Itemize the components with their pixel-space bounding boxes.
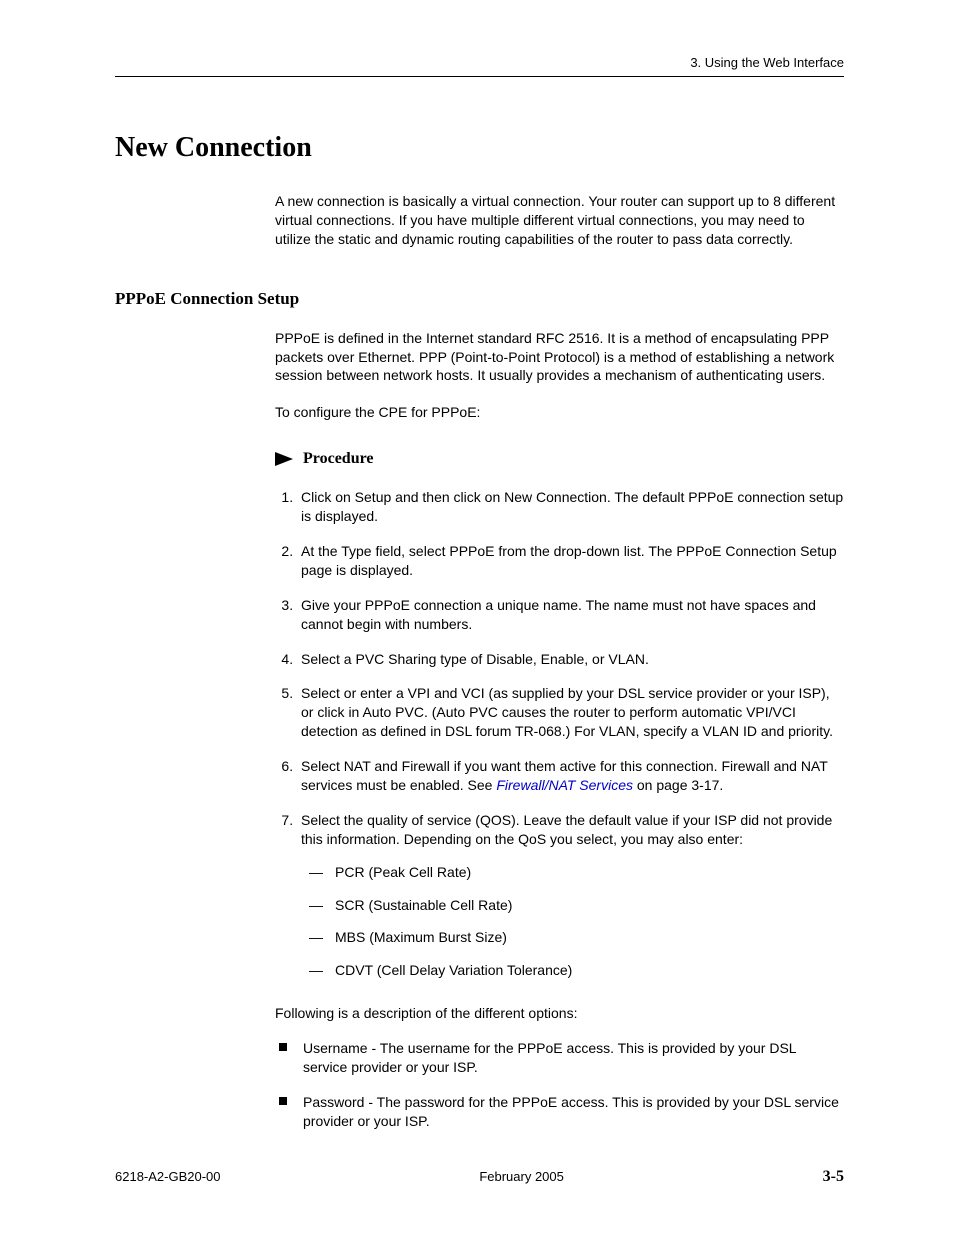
page-title: New Connection [115, 132, 844, 164]
qos-sublist: PCR (Peak Cell Rate) SCR (Sustainable Ce… [301, 863, 844, 981]
options-intro: Following is a description of the differ… [275, 1004, 844, 1023]
step-3: Give your PPPoE connection a unique name… [297, 596, 844, 634]
option-password: Password - The password for the PPPoE ac… [275, 1093, 844, 1131]
arrow-right-icon [275, 452, 293, 466]
footer-docnum: 6218-A2-GB20-00 [115, 1169, 221, 1184]
procedure-heading: Procedure [275, 450, 844, 468]
qos-pcr: PCR (Peak Cell Rate) [305, 863, 844, 882]
qos-mbs: MBS (Maximum Burst Size) [305, 928, 844, 947]
qos-scr: SCR (Sustainable Cell Rate) [305, 896, 844, 915]
step-7: Select the quality of service (QOS). Lea… [297, 811, 844, 980]
step-4: Select a PVC Sharing type of Disable, En… [297, 650, 844, 669]
qos-cdvt: CDVT (Cell Delay Variation Tolerance) [305, 961, 844, 980]
pppoe-description: PPPoE is defined in the Internet standar… [275, 329, 844, 386]
page-footer: 6218-A2-GB20-00 February 2005 3-5 [115, 1168, 844, 1186]
footer-date: February 2005 [479, 1169, 564, 1184]
step-6-text-b: on page 3-17. [633, 777, 723, 793]
step-5: Select or enter a VPI and VCI (as suppli… [297, 684, 844, 741]
firewall-nat-link[interactable]: Firewall/NAT Services [496, 777, 633, 793]
step-1: Click on Setup and then click on New Con… [297, 488, 844, 526]
procedure-steps: Click on Setup and then click on New Con… [275, 488, 844, 980]
procedure-label: Procedure [303, 450, 374, 468]
option-username: Username - The username for the PPPoE ac… [275, 1039, 844, 1077]
step-7-text: Select the quality of service (QOS). Lea… [301, 812, 832, 847]
options-list: Username - The username for the PPPoE ac… [275, 1039, 844, 1131]
section-subtitle: PPPoE Connection Setup [115, 289, 844, 309]
intro-paragraph: A new connection is basically a virtual … [275, 192, 844, 249]
step-2: At the Type field, select PPPoE from the… [297, 542, 844, 580]
header-chapter: 3. Using the Web Interface [115, 55, 844, 70]
configure-intro: To configure the CPE for PPPoE: [275, 403, 844, 422]
header-rule [115, 76, 844, 77]
footer-page-number: 3-5 [823, 1168, 844, 1186]
step-6: Select NAT and Firewall if you want them… [297, 757, 844, 795]
